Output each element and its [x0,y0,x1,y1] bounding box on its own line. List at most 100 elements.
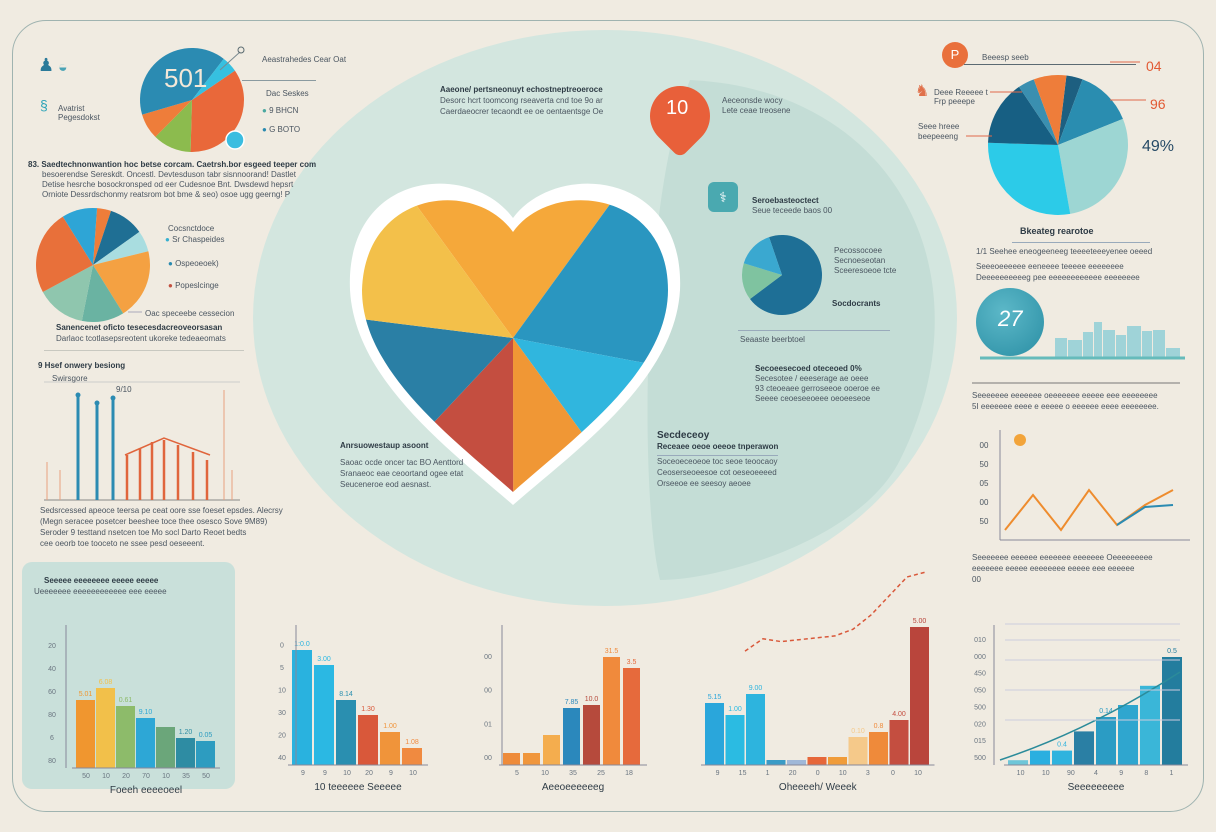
heart-text-title: Anrsuowestaup asoont [340,441,429,450]
pie-slice [35,216,93,293]
x-tick-label: 9 [389,770,393,777]
pie-legend-title: Cocsnctdoce [168,224,215,233]
divider [1012,242,1150,243]
y-tick-label: 00 [980,498,989,507]
bar [787,760,806,765]
x-tick-label: 8 [1144,770,1148,777]
paragraph-line: Sedsrcessed apeoce teersa pe ceat oore s… [40,506,283,515]
y-tick-label: 00 [484,688,492,695]
stats-icon: ♞ [915,83,930,100]
x-tick-label: 35 [182,773,190,780]
pie-slice [395,200,631,338]
pie-slice [1058,79,1123,145]
x-tick-label: 15 [739,770,747,777]
x-tick-label: 25 [597,770,605,777]
bar [1118,705,1138,765]
legend-label: Sr Chaspeides [172,235,225,244]
x-axis-label: Foeeh eeeeoeel [110,785,182,796]
caption-line: Sceeresoeoe tcte [834,266,897,275]
bar [116,706,135,768]
person-icon: ♟ [38,55,55,75]
bar-value-label: 1.00 [728,706,742,713]
x-axis-label: Aeeoeeeeeeg [542,782,604,793]
y-tick-label: 500 [974,755,986,762]
text-line: 93 cteoeaee gerroseeoe ooeroe ee [755,384,880,393]
trend-curve [999,671,1181,761]
bar-value-label: 0.4 [1057,742,1067,749]
bar [314,665,334,765]
paragraph-line: Sanencenet oficto tesecesdacreoveorsasan [56,323,223,332]
leader-dot [237,46,245,54]
legend-label: Popeslcinge [175,281,219,290]
y-tick-label: 50 [980,517,989,526]
y-tick-label: 5 [280,665,284,672]
line-bars-paragraph: Sedsrcessed apeoce teersa pe ceat oore s… [40,505,283,549]
badge-caption: Aeceonsde wocy Lete ceae treosene [722,96,791,116]
bar [1008,760,1028,765]
x-tick-label: 5 [515,770,519,777]
bar-value-label: 0.05 [199,732,213,739]
line-series [1116,504,1174,526]
x-tick-label: 3 [866,770,870,777]
x-tick-label: 35 [569,770,577,777]
x-tick-label: 20 [365,770,373,777]
bar [402,748,422,765]
skyline-bar [1103,330,1115,358]
bar [910,627,929,765]
pie-slice [743,237,782,275]
x-tick-label: 9 [716,770,720,777]
bar [1052,750,1072,765]
bar [358,715,378,765]
text-line: Seeeeeee eeeeee eeeeeee eeeeeee Oeeeeeee… [972,553,1153,562]
caption-line: Caerdaeocrer tecaondt ee oe oentaentsge … [440,107,604,116]
line-bars-value: 9/10 [116,385,132,394]
bar [746,694,765,765]
bar [889,720,909,765]
paragraph-line: 83. Saedtechnonwantion hoc betse corcam.… [28,160,317,169]
paragraph-line: (Megn seracee posetcer beeshee toce thee… [40,517,268,526]
text-line: Sranaeoc eae ceoortand ogee etat [340,469,464,478]
text-line: Seeeeeee eeeeeee oeeeeeee eeeee eee eeee… [972,391,1158,400]
bar-value-label: 10.0 [585,696,599,703]
mid-left-paragraph: Sanencenet oficto tesecesdacreoveorsasan… [56,322,226,344]
bar [1030,750,1050,765]
bar-value-label: 1.08 [405,739,419,746]
icon-caption: Seroebasteoctect Seue teceede baos 00 [752,196,832,216]
legend-sub: Dac Seskes [266,89,309,98]
bar [196,741,215,768]
y-tick-label: 020 [974,721,986,728]
bar [725,715,745,765]
bar [848,737,868,765]
stat-circle-number: 27 [998,306,1023,331]
y-tick-label: 0 [280,643,284,650]
icon-caption: Avatrist Pegesdokst [58,104,100,122]
skyline-bar [1094,322,1102,358]
skyline-bar [1083,332,1093,358]
bar-value-label: 1.00 [383,723,397,730]
x-tick-label: 18 [625,770,633,777]
caption-line: Deee Reeeee t [934,88,988,97]
text-line: Soceoeceoeoe toc seoe teoocaoy [657,455,779,466]
bar [869,732,888,765]
middle-right-block: Secoeesecoed oteceoed 0% Secesotee / eee… [755,364,880,404]
y-tick-label: 50 [980,460,989,469]
text-line: Secesotee / eeeserage ae oeee [755,374,869,383]
y-tick-label: 05 [980,479,989,488]
line-bars-subtitle: Swirsgore [52,374,88,383]
x-axis-label: Oheeeeh/ Weeek [779,782,858,793]
stethoscope-icon: ⚕ [708,182,738,212]
pie-slice [81,265,124,323]
skyline-bar [1068,340,1082,358]
bar-value-label: 7.85 [565,699,579,706]
leader-line [219,51,241,71]
bag-icon: ◒ [58,59,68,76]
x-tick-label: 9 [1119,770,1123,777]
header-label: Beeesp seeb [982,53,1029,62]
pie-slice [42,265,93,321]
pie-slice [1033,75,1067,145]
x-tick-label: 20 [122,773,130,780]
x-tick-label: 10 [162,773,170,780]
stat-circle [976,288,1044,356]
pie-slice [93,208,112,265]
bar [1074,731,1094,765]
